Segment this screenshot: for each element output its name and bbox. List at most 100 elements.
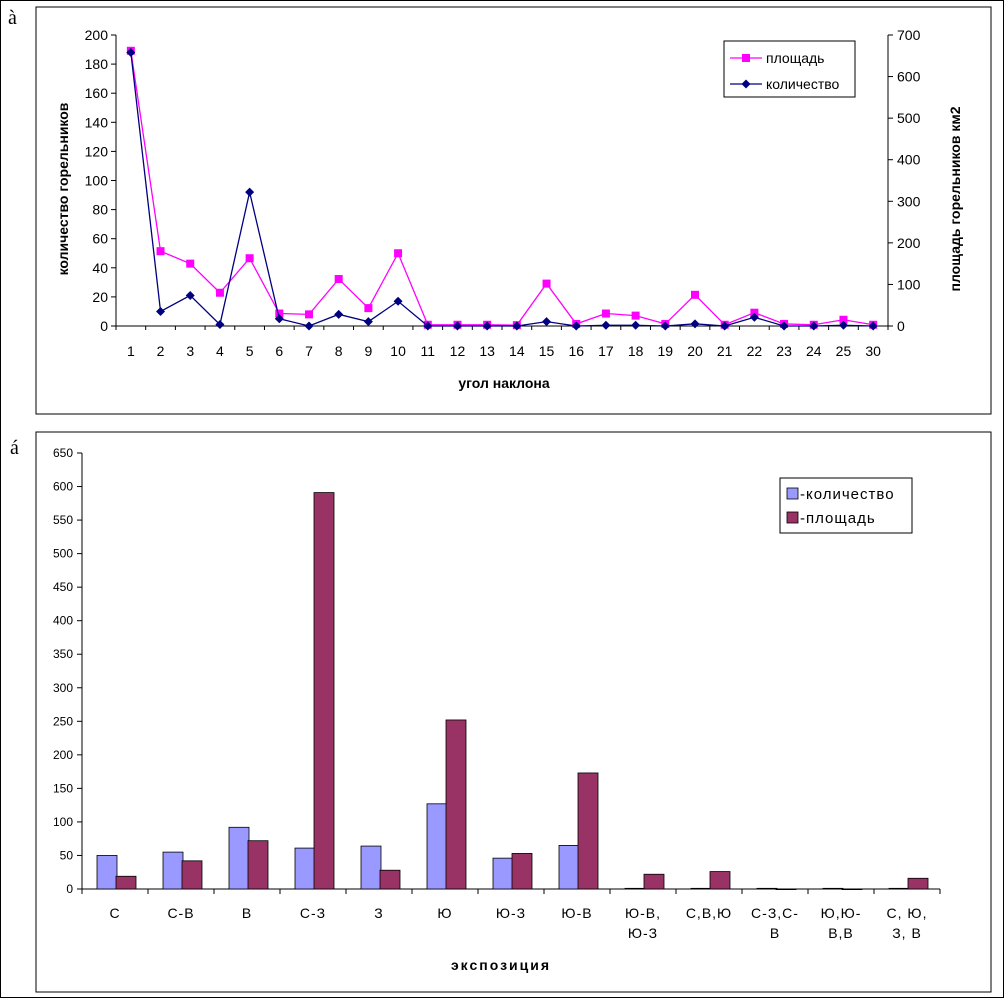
x-tick-label: 21 [717, 343, 733, 359]
panel-b-letter: á [10, 437, 19, 459]
area-series-point [305, 310, 313, 319]
x-tick-label: Ю-З [496, 905, 526, 921]
count-series-point [393, 296, 403, 306]
count-series-point [512, 321, 522, 331]
count-bar [558, 845, 580, 890]
x-tick-label: 4 [216, 343, 224, 359]
x-tick-label: Ю-З [628, 925, 658, 941]
count-bar [360, 845, 382, 890]
x-tick-label: 18 [628, 343, 644, 359]
count-series-point [660, 321, 670, 331]
count-series-point [542, 317, 552, 327]
count-bar [822, 887, 844, 890]
legend-area-marker [742, 54, 750, 62]
y-right-tick-label: 300 [897, 193, 921, 209]
panel-a-letter: à [8, 7, 17, 29]
area-bar [181, 860, 203, 890]
y-left-tick-label: 100 [85, 173, 109, 189]
y-left-tick-label: 160 [85, 85, 109, 101]
x-tick-label: 24 [806, 343, 822, 359]
x-tick-label: 30 [865, 343, 881, 359]
area-bar [313, 492, 335, 890]
y-tick-label: 100 [53, 815, 73, 829]
x-tick-label: 23 [776, 343, 792, 359]
count-series-point [631, 320, 641, 330]
count-bar [624, 887, 646, 890]
y-left-tick-label: 80 [92, 202, 108, 218]
x-tick-label: Ю-В, [625, 905, 661, 921]
x-tick-label: 12 [450, 343, 466, 359]
area-series-point [156, 247, 165, 256]
legend-count-marker [741, 79, 751, 89]
area-series-point [186, 259, 195, 268]
count-bar [228, 826, 250, 890]
x-tick-label: 25 [836, 343, 852, 359]
y-right-tick-label: 500 [897, 110, 921, 126]
count-bar [162, 851, 184, 890]
area-series-point [542, 279, 551, 288]
x-tick-label: 6 [275, 343, 283, 359]
legend-count-label: количество [766, 76, 840, 92]
count-series-point [838, 320, 848, 330]
count-series-point [779, 321, 789, 331]
x-tick-label: З [374, 905, 383, 921]
x-tick-label: 10 [390, 343, 406, 359]
y-tick-label: 250 [53, 714, 73, 728]
count-series-point [690, 319, 700, 329]
area-bar [577, 772, 599, 890]
y-right-tick-label: 400 [897, 152, 921, 168]
count-bar [96, 855, 118, 890]
x-tick-label: Ю-В [561, 905, 592, 921]
legend-count-label: -количество [800, 486, 895, 503]
area-series-point [275, 309, 284, 318]
area-bar [709, 871, 731, 890]
y-tick-label: 500 [53, 547, 73, 561]
y-right-tick-label: 0 [897, 318, 905, 334]
x-tick-label: 11 [420, 343, 435, 359]
slope-chart: 0204060801001201401601802000100200300400… [55, 27, 963, 391]
area-series-point [750, 308, 759, 317]
count-series-point [363, 317, 373, 327]
count-series-point [126, 47, 136, 57]
area-series-point [215, 288, 224, 297]
x-tick-label: С-З [300, 905, 326, 921]
y-right-tick-label: 600 [897, 69, 921, 85]
x-axis-title: экспозиция [451, 957, 551, 973]
x-tick-label: З, В [892, 925, 922, 941]
count-series-point [452, 321, 462, 331]
x-tick-label: С-З,С- [751, 905, 799, 921]
count-series-point [156, 306, 166, 316]
x-tick-label: Ю [437, 905, 452, 921]
x-tick-label: 2 [157, 343, 165, 359]
legend-box [779, 477, 913, 534]
y-tick-label: 0 [66, 882, 73, 896]
x-tick-label: В [242, 905, 252, 921]
x-tick-label: В,В [828, 925, 854, 941]
y-right-tick-label: 200 [897, 235, 921, 251]
count-series-point [571, 321, 581, 331]
y-tick-label: 650 [53, 446, 73, 460]
y-tick-label: 150 [53, 781, 73, 795]
count-series-point [601, 320, 611, 330]
count-series-point [423, 321, 433, 331]
x-tick-label: 13 [479, 343, 495, 359]
area-series-line [130, 50, 874, 326]
y-tick-label: 200 [53, 748, 73, 762]
x-tick-label: С, Ю, [887, 905, 928, 921]
x-tick-label: 16 [568, 343, 584, 359]
area-bar [841, 888, 863, 891]
x-tick-label: 1 [127, 343, 135, 359]
count-series-point [334, 309, 344, 319]
y-tick-label: 50 [60, 848, 74, 862]
count-bar [690, 887, 712, 890]
area-series-point [839, 315, 848, 324]
count-series-point [809, 321, 819, 331]
count-bar [756, 887, 778, 890]
legend-box [723, 40, 856, 98]
y-left-tick-label: 140 [85, 114, 109, 130]
area-bar [775, 888, 797, 891]
area-series-point [394, 249, 403, 258]
y-tick-label: 350 [53, 647, 73, 661]
x-tick-label: 14 [509, 343, 525, 359]
